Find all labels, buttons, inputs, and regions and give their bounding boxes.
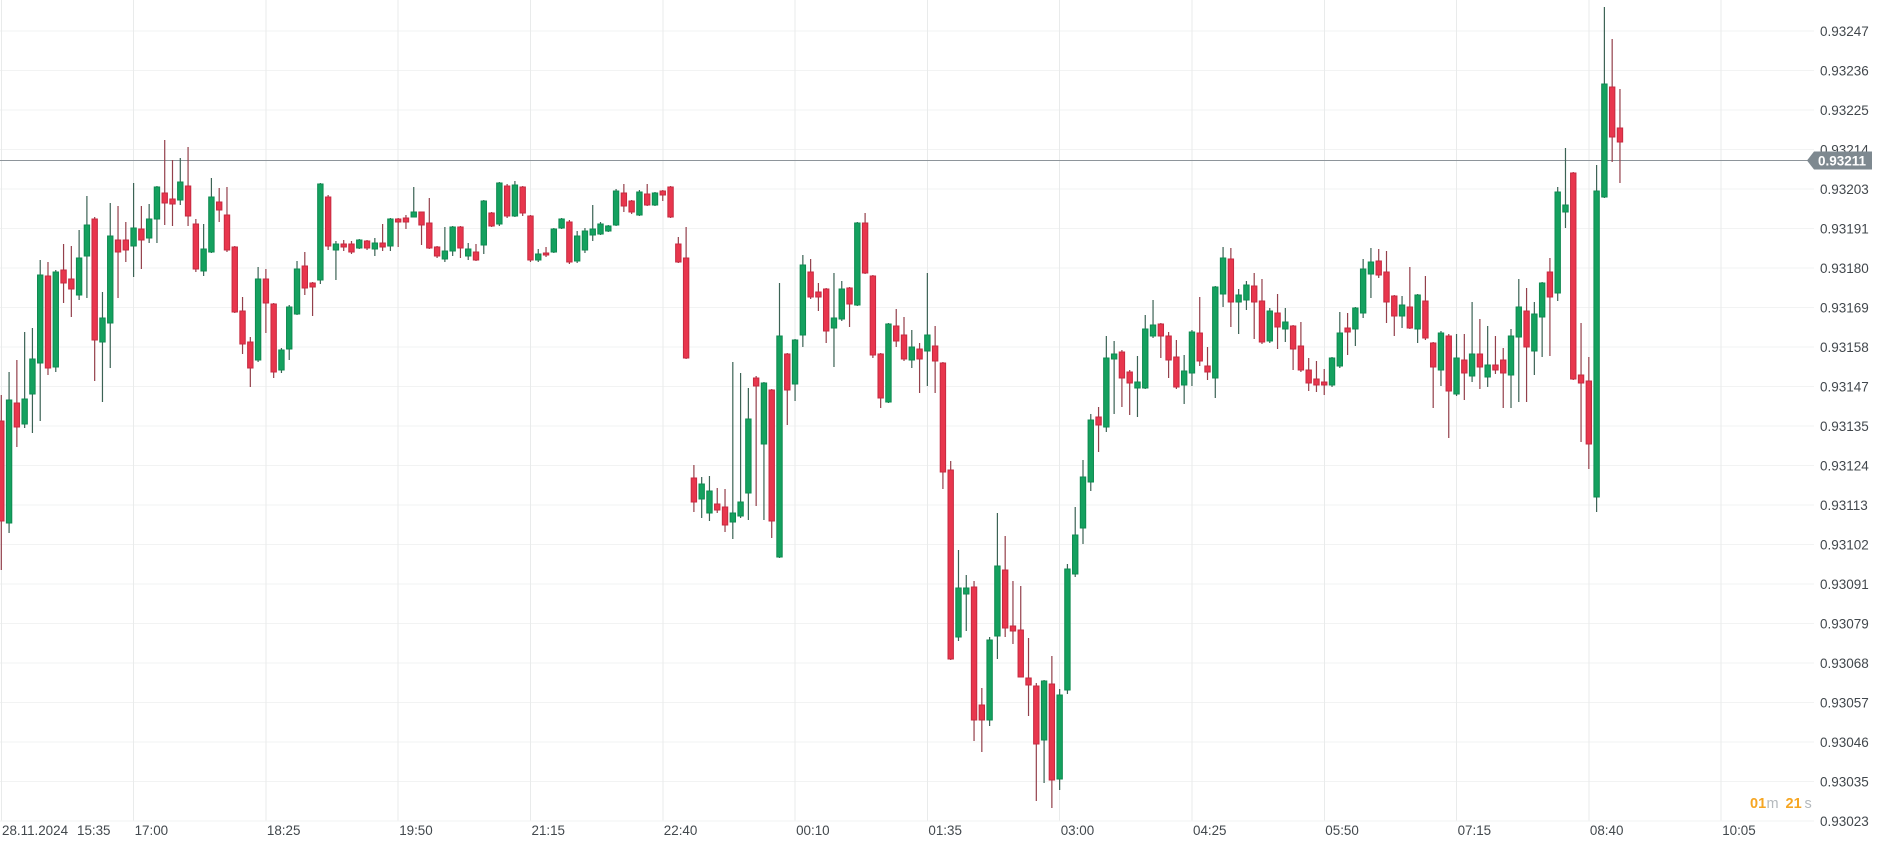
svg-text:08:40: 08:40	[1590, 823, 1624, 838]
svg-text:0.93091: 0.93091	[1820, 577, 1869, 592]
svg-text:01:35: 01:35	[928, 823, 962, 838]
svg-text:18:25: 18:25	[267, 823, 301, 838]
svg-text:0.93057: 0.93057	[1820, 695, 1869, 710]
svg-text:21:15: 21:15	[532, 823, 566, 838]
svg-text:19:50: 19:50	[399, 823, 433, 838]
svg-text:0.93211: 0.93211	[1818, 153, 1867, 168]
svg-text:0.93158: 0.93158	[1820, 340, 1869, 355]
svg-text:0.93191: 0.93191	[1820, 221, 1869, 236]
svg-text:0.93203: 0.93203	[1820, 182, 1869, 197]
svg-text:0.93102: 0.93102	[1820, 537, 1869, 552]
svg-text:0.93236: 0.93236	[1820, 63, 1869, 78]
svg-text:05:50: 05:50	[1325, 823, 1359, 838]
svg-text:0.93079: 0.93079	[1820, 616, 1869, 631]
svg-text:0.93247: 0.93247	[1820, 24, 1869, 39]
svg-text:0.93225: 0.93225	[1820, 103, 1869, 118]
svg-text:07:15: 07:15	[1458, 823, 1492, 838]
svg-text:03:00: 03:00	[1061, 823, 1095, 838]
svg-text:04:25: 04:25	[1193, 823, 1227, 838]
svg-text:0.93124: 0.93124	[1820, 458, 1869, 473]
svg-text:00:10: 00:10	[796, 823, 830, 838]
svg-text:0.93113: 0.93113	[1820, 498, 1868, 513]
svg-text:0.93023: 0.93023	[1820, 814, 1869, 829]
svg-text:0.93180: 0.93180	[1820, 261, 1869, 276]
svg-text:0.93035: 0.93035	[1820, 774, 1869, 789]
svg-text:0.93046: 0.93046	[1820, 735, 1869, 750]
svg-text:0.93068: 0.93068	[1820, 656, 1869, 671]
svg-text:0.93147: 0.93147	[1820, 379, 1869, 394]
svg-text:0.93169: 0.93169	[1820, 300, 1869, 315]
svg-text:0.93135: 0.93135	[1820, 419, 1869, 434]
svg-text:10:05: 10:05	[1722, 823, 1756, 838]
svg-text:17:00: 17:00	[135, 823, 169, 838]
svg-text:15:35: 15:35	[77, 823, 111, 838]
svg-text:28.11.2024: 28.11.2024	[2, 823, 69, 838]
svg-text:22:40: 22:40	[664, 823, 698, 838]
